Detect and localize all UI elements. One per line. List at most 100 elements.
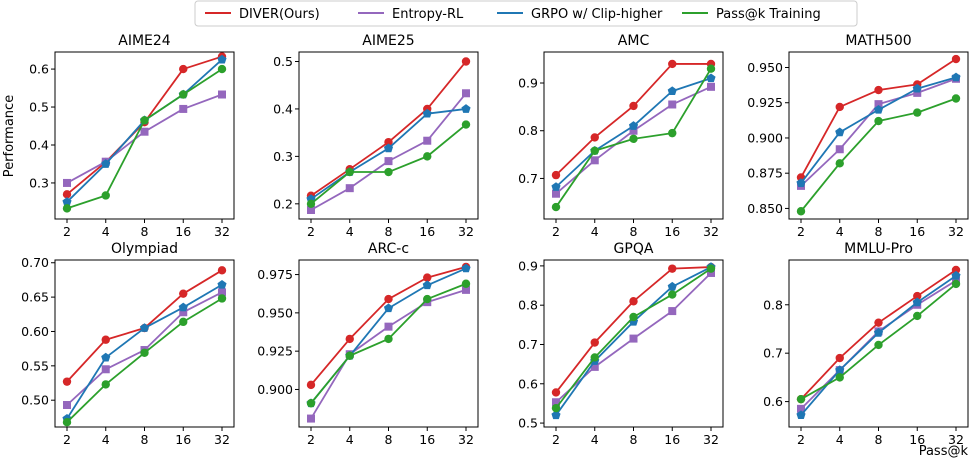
data-point	[179, 64, 188, 74]
series	[306, 120, 471, 209]
x-tick-label: 4	[836, 432, 844, 447]
y-tick-label: 0.4	[29, 137, 49, 152]
axes-frame	[543, 259, 724, 428]
data-point	[835, 365, 845, 375]
data-point	[63, 178, 71, 187]
data-point	[835, 353, 844, 363]
y-tick-label: 0.8	[518, 298, 538, 313]
series-line	[555, 266, 712, 393]
axes-frame	[298, 259, 479, 428]
x-tick-label: 2	[63, 432, 71, 447]
data-point	[306, 399, 316, 408]
data-point	[101, 191, 110, 200]
series	[306, 57, 471, 200]
panel-title: MATH500	[845, 33, 911, 49]
data-point	[423, 294, 432, 304]
x-tick-label: 16	[419, 432, 435, 447]
series-line	[800, 97, 957, 212]
x-tick-label: 4	[591, 224, 599, 239]
data-point	[178, 302, 188, 312]
x-tick-label: 4	[346, 224, 354, 239]
axes-frame	[298, 51, 479, 220]
data-point	[179, 308, 188, 317]
series	[62, 294, 227, 427]
data-point	[590, 362, 599, 371]
data-point	[797, 404, 805, 413]
data-point	[835, 159, 844, 168]
y-axis-label: Performance	[2, 95, 17, 177]
data-point	[951, 270, 961, 280]
data-point	[62, 204, 72, 213]
data-point	[951, 72, 961, 82]
data-point	[668, 59, 677, 69]
data-point	[668, 128, 677, 138]
data-point	[874, 340, 883, 350]
y-tick-label: 0.950	[747, 60, 783, 75]
x-tick-label: 16	[664, 432, 680, 447]
data-point	[835, 373, 844, 382]
data-point	[461, 263, 471, 273]
data-point	[629, 101, 638, 111]
y-tick-label: 0.7	[763, 346, 783, 361]
data-point	[590, 133, 599, 142]
data-point	[913, 108, 922, 117]
x-tick-label: 8	[875, 224, 883, 239]
x-tick-label: 2	[307, 224, 315, 239]
data-point	[422, 280, 432, 290]
y-tick-label: 0.850	[747, 201, 783, 216]
panel-title: AMC	[618, 33, 650, 49]
data-point	[667, 86, 677, 96]
x-tick-label: 32	[948, 432, 964, 447]
y-tick-label: 0.950	[257, 305, 293, 320]
x-tick-label: 32	[703, 224, 719, 239]
series-line	[800, 77, 957, 187]
data-point	[835, 145, 844, 154]
data-point	[668, 307, 677, 316]
y-tick-label: 0.55	[21, 358, 49, 373]
data-point	[423, 273, 432, 282]
series	[307, 89, 470, 214]
y-tick-label: 0.925	[257, 344, 293, 359]
panel: GPQA 2 4 8 16 32 0.5 0.6 0.7 0.8 0.9	[518, 241, 724, 447]
data-point	[140, 348, 149, 357]
data-point	[101, 335, 110, 344]
series	[796, 72, 961, 187]
series-line	[555, 63, 711, 176]
data-point	[384, 167, 393, 177]
data-point	[874, 100, 883, 109]
y-tick-label: 0.8	[763, 297, 783, 312]
data-point	[590, 338, 599, 347]
y-tick-label: 0.3	[273, 149, 293, 164]
panel-title: AIME25	[362, 33, 414, 49]
data-point	[217, 294, 227, 303]
y-tick-label: 0.5	[273, 54, 293, 69]
data-point	[345, 334, 354, 344]
y-tick-label: 0.60	[21, 324, 49, 339]
panel: MMLU-Pro 2 4 8 16 32 0.6 0.7 0.8	[763, 241, 969, 447]
data-point	[384, 294, 393, 304]
data-point	[912, 83, 922, 93]
data-point	[707, 82, 715, 91]
x-tick-label: 4	[102, 432, 110, 447]
data-point	[462, 89, 470, 98]
data-point	[667, 281, 677, 291]
data-point	[179, 289, 188, 298]
x-tick-label: 2	[63, 224, 71, 239]
legend-label: DIVER(Ours)	[239, 7, 320, 22]
data-point	[552, 189, 560, 198]
series	[551, 264, 716, 413]
data-point	[706, 264, 716, 273]
data-point	[139, 323, 150, 332]
data-point	[913, 311, 922, 321]
data-point	[461, 120, 471, 129]
legend-item: GRPO w/ Clip-higher	[497, 7, 663, 22]
x-tick-label: 8	[141, 224, 149, 239]
data-point	[423, 152, 432, 161]
data-point	[668, 100, 677, 109]
panel-title: ARC-c	[368, 241, 409, 257]
x-tick-label: 4	[102, 224, 110, 239]
data-point	[796, 207, 806, 216]
y-tick-label: 0.3	[29, 175, 49, 190]
data-point	[551, 202, 561, 212]
